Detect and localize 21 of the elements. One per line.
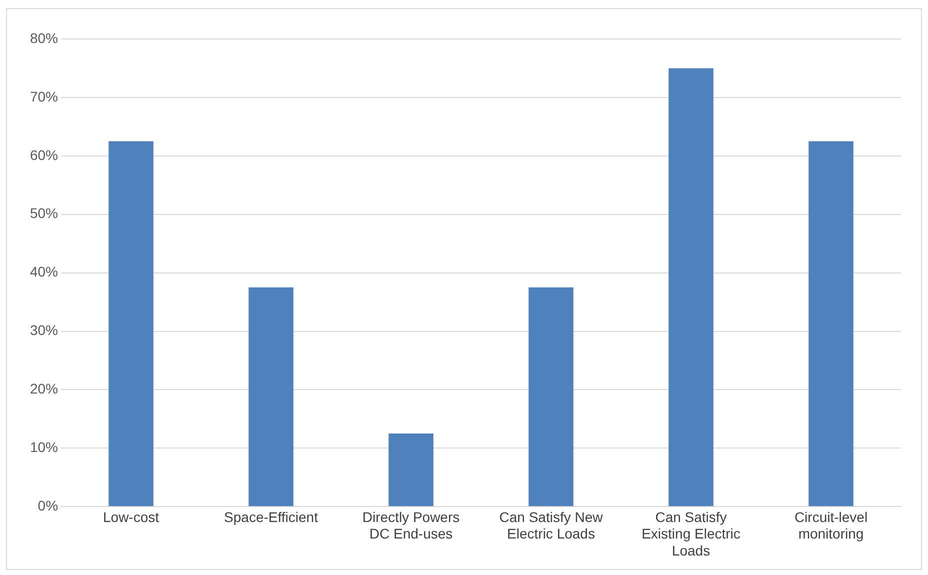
bar: [108, 141, 154, 506]
bar: [808, 141, 854, 506]
x-tick-label: Can Satisfy Existing Electric Loads: [642, 508, 740, 558]
bar: [528, 287, 574, 506]
x-tick-label: Circuit-level monitoring: [794, 508, 868, 542]
y-tick-label: 30%: [30, 322, 58, 338]
y-tick-label: 70%: [30, 88, 58, 104]
bar: [248, 287, 294, 506]
y-tick-label: 20%: [30, 380, 58, 397]
y-tick-label: 10%: [30, 439, 58, 456]
y-tick-label: 80%: [30, 30, 58, 46]
x-tick-label: Space-Efficient: [224, 508, 318, 525]
y-tick-label: 40%: [30, 264, 58, 280]
bar: [668, 68, 714, 506]
y-tick-label: 50%: [30, 205, 58, 222]
y-tick-label: 0%: [38, 497, 58, 514]
x-tick-label: Can Satisfy New Electric Loads: [499, 508, 604, 542]
y-tick-label: 60%: [30, 146, 58, 163]
bar: [388, 434, 434, 506]
x-tick-label: Directly Powers DC End-uses: [362, 508, 460, 542]
x-tick-label: Low-cost: [103, 508, 160, 525]
